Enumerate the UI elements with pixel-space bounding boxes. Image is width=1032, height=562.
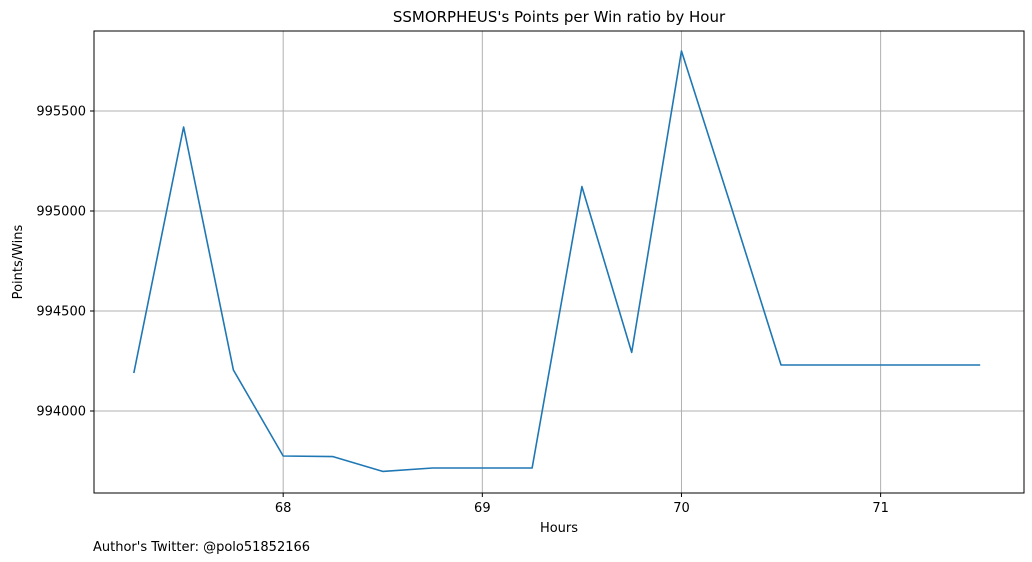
plot-frame [93,30,1025,494]
y-axis-label: Points/Wins [11,224,26,299]
x-axis-label: Hours [540,521,578,536]
plot-area-background [94,31,1024,493]
grid-lines [94,31,1024,493]
y-tick-label: 994000 [36,405,86,420]
x-tick-label: 68 [275,501,292,516]
x-tick-label: 69 [474,501,491,516]
chart-title: SSMORPHEUS's Points per Win ratio by Hou… [393,8,726,26]
author-credit: Author's Twitter: @polo51852166 [93,540,310,555]
y-tick-label: 995000 [36,205,86,220]
x-tick-label: 71 [872,501,889,516]
series-layer [133,50,981,473]
y-tick-label: 994500 [36,305,86,320]
x-axis-ticks: 68 69 70 71 [275,493,889,516]
x-tick-label: 70 [673,501,690,516]
series-line [133,50,981,473]
y-axis-ticks: 994000 994500 995000 995500 [36,105,94,420]
y-tick-label: 995500 [36,105,86,120]
